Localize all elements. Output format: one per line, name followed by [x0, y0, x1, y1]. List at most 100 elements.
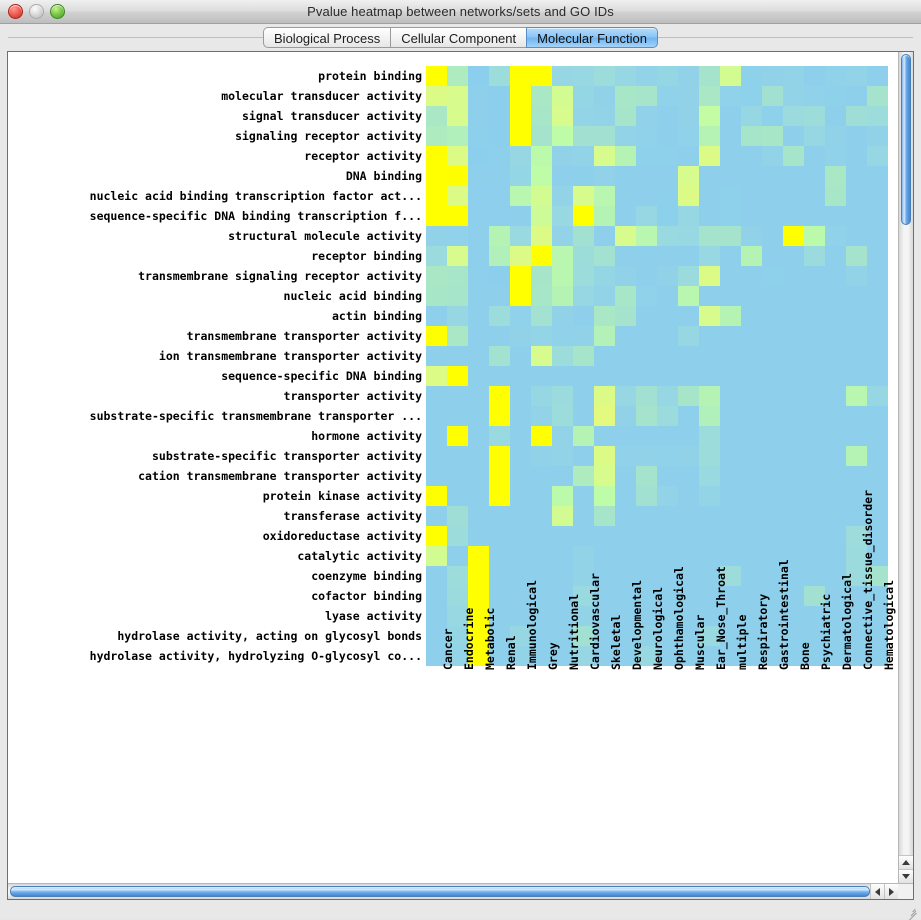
heatmap-cell[interactable]: [699, 446, 720, 466]
heatmap-cell[interactable]: [573, 506, 594, 526]
heatmap-cell[interactable]: [825, 266, 846, 286]
heatmap-cell[interactable]: [594, 526, 615, 546]
heatmap-cell[interactable]: [594, 166, 615, 186]
heatmap-cell[interactable]: [867, 106, 888, 126]
heatmap-cell[interactable]: [720, 506, 741, 526]
heatmap-cell[interactable]: [720, 126, 741, 146]
heatmap-cell[interactable]: [678, 166, 699, 186]
heatmap-cell[interactable]: [594, 146, 615, 166]
heatmap-cell[interactable]: [447, 366, 468, 386]
heatmap-cell[interactable]: [762, 186, 783, 206]
heatmap-cell[interactable]: [447, 466, 468, 486]
heatmap-cell[interactable]: [678, 106, 699, 126]
heatmap-cell[interactable]: [489, 126, 510, 146]
heatmap-cell[interactable]: [426, 446, 447, 466]
heatmap-cell[interactable]: [468, 186, 489, 206]
heatmap-cell[interactable]: [447, 66, 468, 86]
heatmap-cell[interactable]: [510, 326, 531, 346]
heatmap-cell[interactable]: [867, 466, 888, 486]
heatmap-cell[interactable]: [657, 106, 678, 126]
heatmap-cell[interactable]: [804, 166, 825, 186]
heatmap-cell[interactable]: [804, 206, 825, 226]
heatmap-cell[interactable]: [552, 206, 573, 226]
heatmap-cell[interactable]: [510, 86, 531, 106]
heatmap-cell[interactable]: [699, 406, 720, 426]
heatmap-cell[interactable]: [426, 546, 447, 566]
heatmap-cell[interactable]: [741, 406, 762, 426]
heatmap-cell[interactable]: [636, 166, 657, 186]
heatmap-cell[interactable]: [531, 426, 552, 446]
heatmap-cell[interactable]: [615, 406, 636, 426]
heatmap-cell[interactable]: [804, 386, 825, 406]
heatmap-cell[interactable]: [510, 426, 531, 446]
heatmap-cell[interactable]: [510, 466, 531, 486]
heatmap-cell[interactable]: [468, 426, 489, 446]
heatmap-cell[interactable]: [804, 106, 825, 126]
heatmap-cell[interactable]: [594, 226, 615, 246]
heatmap-cell[interactable]: [657, 166, 678, 186]
heatmap-cell[interactable]: [867, 426, 888, 446]
heatmap-cell[interactable]: [867, 246, 888, 266]
heatmap-cell[interactable]: [720, 206, 741, 226]
heatmap-cell[interactable]: [489, 106, 510, 126]
heatmap-cell[interactable]: [531, 386, 552, 406]
heatmap-cell[interactable]: [573, 106, 594, 126]
heatmap-cell[interactable]: [552, 446, 573, 466]
heatmap-cell[interactable]: [426, 186, 447, 206]
heatmap-cell[interactable]: [657, 486, 678, 506]
heatmap-cell[interactable]: [447, 426, 468, 446]
heatmap-cell[interactable]: [426, 486, 447, 506]
heatmap-cell[interactable]: [783, 186, 804, 206]
heatmap-cell[interactable]: [447, 566, 468, 586]
heatmap-cell[interactable]: [636, 106, 657, 126]
heatmap-cell[interactable]: [552, 286, 573, 306]
scroll-up-button[interactable]: [899, 855, 913, 869]
heatmap-cell[interactable]: [846, 446, 867, 466]
heatmap-cell[interactable]: [594, 106, 615, 126]
heatmap-cell[interactable]: [510, 486, 531, 506]
heatmap-cell[interactable]: [825, 126, 846, 146]
heatmap-cell[interactable]: [636, 146, 657, 166]
heatmap-cell[interactable]: [573, 466, 594, 486]
heatmap-cell[interactable]: [678, 466, 699, 486]
heatmap-cell[interactable]: [531, 106, 552, 126]
heatmap-cell[interactable]: [804, 506, 825, 526]
heatmap-cell[interactable]: [447, 206, 468, 226]
heatmap-cell[interactable]: [594, 286, 615, 306]
heatmap-cell[interactable]: [699, 386, 720, 406]
heatmap-cell[interactable]: [846, 166, 867, 186]
heatmap-cell[interactable]: [468, 326, 489, 346]
heatmap-cell[interactable]: [783, 146, 804, 166]
heatmap-cell[interactable]: [783, 246, 804, 266]
heatmap-cell[interactable]: [699, 486, 720, 506]
heatmap-cell[interactable]: [741, 546, 762, 566]
heatmap-cell[interactable]: [636, 226, 657, 246]
heatmap-cell[interactable]: [615, 346, 636, 366]
heatmap-cell[interactable]: [447, 186, 468, 206]
zoom-button[interactable]: [50, 4, 65, 19]
heatmap-cell[interactable]: [741, 66, 762, 86]
heatmap-cell[interactable]: [825, 466, 846, 486]
heatmap-cell[interactable]: [426, 306, 447, 326]
heatmap-cell[interactable]: [783, 366, 804, 386]
heatmap-cell[interactable]: [699, 246, 720, 266]
heatmap-cell[interactable]: [657, 226, 678, 246]
heatmap-cell[interactable]: [804, 66, 825, 86]
heatmap-cell[interactable]: [783, 206, 804, 226]
heatmap-cell[interactable]: [720, 546, 741, 566]
heatmap-cell[interactable]: [657, 386, 678, 406]
heatmap-cell[interactable]: [573, 66, 594, 86]
heatmap-cell[interactable]: [447, 266, 468, 286]
heatmap-cell[interactable]: [510, 266, 531, 286]
heatmap-cell[interactable]: [825, 526, 846, 546]
heatmap-cell[interactable]: [741, 266, 762, 286]
heatmap-cell[interactable]: [468, 226, 489, 246]
heatmap-cell[interactable]: [468, 66, 489, 86]
heatmap-cell[interactable]: [678, 326, 699, 346]
heatmap-cell[interactable]: [426, 326, 447, 346]
heatmap-cell[interactable]: [783, 106, 804, 126]
heatmap-cell[interactable]: [720, 86, 741, 106]
heatmap-cell[interactable]: [531, 326, 552, 346]
heatmap-cell[interactable]: [699, 66, 720, 86]
heatmap-cell[interactable]: [573, 146, 594, 166]
